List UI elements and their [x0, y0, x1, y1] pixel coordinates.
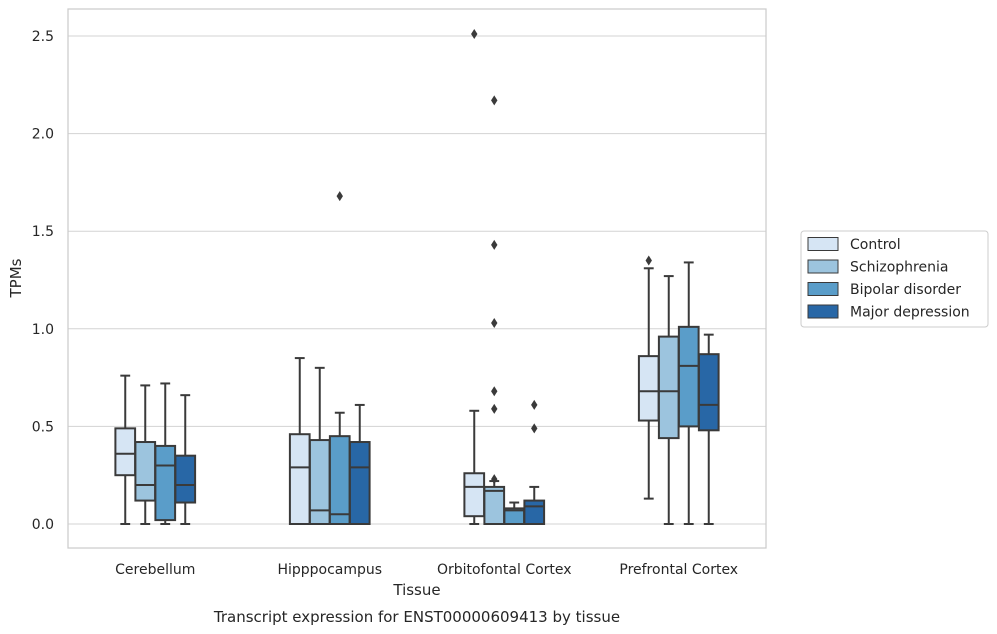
outlier-point [645, 255, 652, 266]
legend-swatch [807, 237, 839, 251]
box-group [523, 399, 546, 525]
outlier-point [491, 317, 498, 328]
box [657, 335, 680, 440]
x-tick-label: Prefrontal Cortex [619, 562, 738, 578]
box-group [463, 29, 486, 525]
box-group [328, 191, 351, 525]
x-tick-label: Orbitofontal Cortex [437, 562, 572, 578]
box-group [677, 261, 700, 525]
box [637, 355, 660, 422]
legend-swatch [807, 259, 839, 274]
legend-label: Control [850, 237, 901, 253]
box-group [308, 366, 331, 525]
box-group [637, 255, 660, 500]
box-group [174, 394, 197, 525]
x-tick-labels: Cerebellum Hipppocampus Orbitofontal Corte… [115, 562, 738, 578]
outlier-point [491, 386, 498, 397]
legend-swatch [807, 304, 839, 319]
x-axis-label: Tissue [392, 581, 440, 599]
box [523, 499, 546, 525]
box-group [154, 382, 177, 525]
y-tick-label: 2.0 [32, 127, 54, 143]
y-tick-labels: 0.0 0.5 1.0 1.5 2.0 2.5 [32, 29, 54, 533]
y-tick-label: 0.0 [32, 517, 54, 533]
box-group [503, 501, 526, 526]
outlier-point [491, 403, 498, 414]
box [348, 441, 371, 525]
y-tick-label: 0.5 [32, 419, 54, 435]
box [308, 439, 331, 525]
box [114, 427, 137, 477]
x-tick-label: Cerebellum [115, 562, 195, 578]
box [483, 485, 506, 525]
box-group [114, 374, 137, 525]
y-tick-label: 1.0 [32, 322, 54, 338]
legend-label: Major depression [850, 305, 970, 321]
box [328, 435, 351, 525]
legend-label: Schizophrenia [850, 260, 948, 276]
outlier-point [491, 474, 498, 485]
y-tick-label: 1.5 [32, 224, 54, 240]
outlier-point [491, 239, 498, 250]
box [154, 444, 177, 522]
box-group [483, 95, 506, 525]
box [134, 441, 157, 502]
box [174, 454, 197, 504]
outlier-point [336, 191, 343, 202]
legend-label: Bipolar disorder [850, 282, 961, 298]
outlier-point [531, 399, 538, 410]
legend-swatch [807, 282, 839, 296]
box-group [697, 333, 720, 525]
box-group [134, 384, 157, 525]
box-group [348, 403, 371, 525]
box [288, 433, 311, 526]
x-tick-label: Hipppocampus [277, 562, 382, 578]
box [463, 472, 486, 518]
box [697, 353, 720, 432]
box-group [288, 357, 311, 526]
plot-area-frame [67, 8, 767, 549]
box [677, 325, 700, 428]
outlier-point [471, 29, 478, 40]
legend-frame [800, 230, 989, 328]
outlier-point [531, 423, 538, 434]
chart-caption: Transcript expression for ENST0000060941… [213, 608, 620, 626]
box-groups [114, 29, 720, 526]
outlier-point [491, 95, 498, 106]
y-tick-label: 2.5 [32, 29, 54, 45]
y-axis-label: TPMs [7, 258, 25, 298]
box-group [657, 275, 680, 525]
legend: Control Schizophrenia Bipolar disorder Majo… [800, 230, 989, 328]
